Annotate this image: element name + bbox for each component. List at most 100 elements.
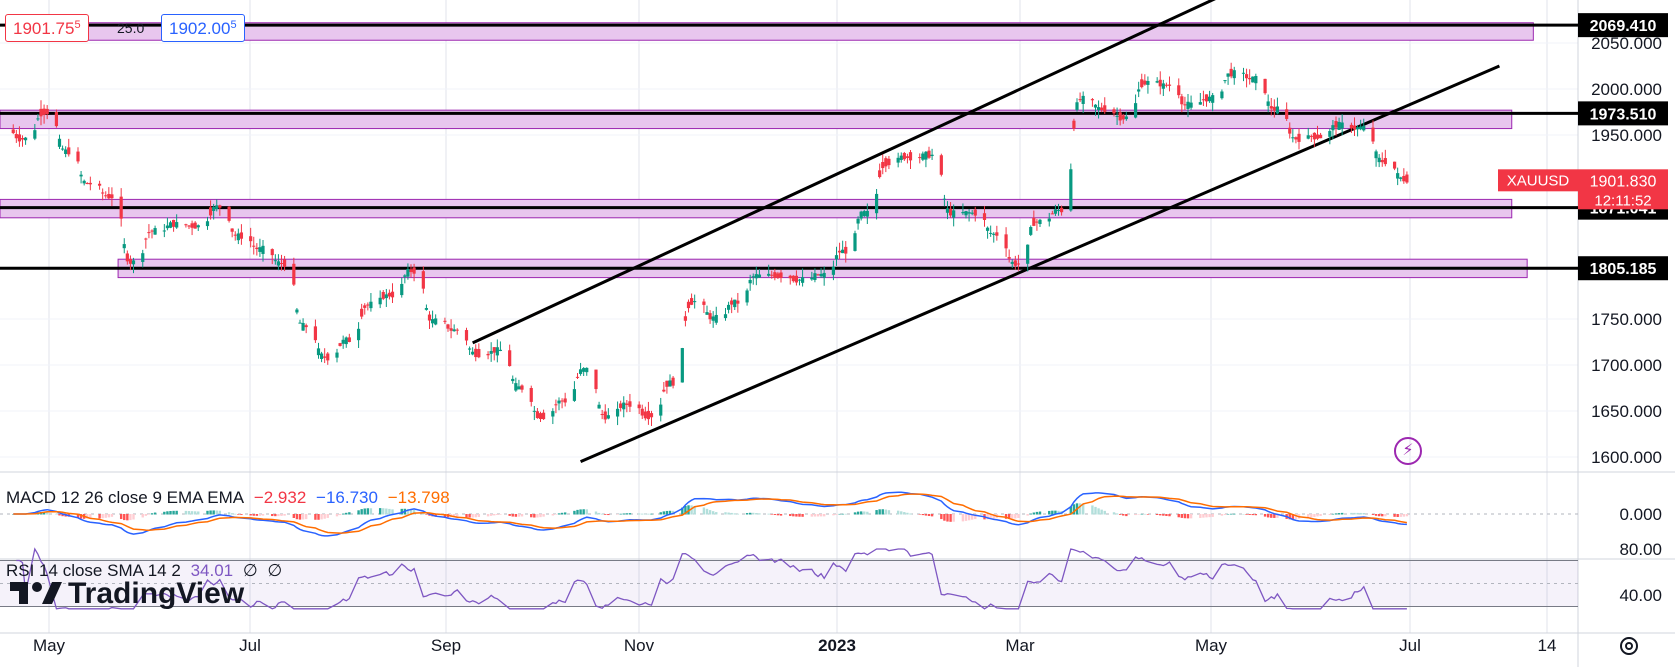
candle[interactable] (671, 376, 675, 389)
candle[interactable] (572, 381, 577, 402)
candle[interactable] (76, 147, 80, 164)
candle[interactable] (443, 317, 447, 325)
candle[interactable] (171, 219, 176, 232)
candle[interactable] (347, 333, 351, 343)
candle[interactable] (326, 352, 330, 365)
candle[interactable] (409, 264, 413, 278)
candle[interactable] (1396, 167, 1400, 186)
candle[interactable] (1096, 100, 1101, 119)
candle[interactable] (384, 288, 388, 307)
candle[interactable] (726, 301, 731, 314)
candle[interactable] (335, 348, 339, 363)
candle[interactable] (82, 179, 86, 186)
candle[interactable] (992, 232, 996, 243)
candle[interactable] (649, 410, 654, 426)
candle[interactable] (791, 275, 795, 283)
candle[interactable] (557, 397, 561, 411)
candle[interactable] (1146, 76, 1150, 94)
candle[interactable] (723, 308, 728, 321)
candle[interactable] (733, 299, 737, 311)
candle[interactable] (1374, 149, 1378, 167)
candle[interactable] (856, 216, 860, 230)
candle[interactable] (908, 150, 913, 170)
candle[interactable] (319, 351, 324, 363)
candle[interactable] (313, 319, 318, 343)
candle[interactable] (168, 220, 173, 229)
candle[interactable] (896, 152, 900, 168)
candle[interactable] (1229, 62, 1233, 79)
trendline-0[interactable] (472, 0, 1219, 345)
candle[interactable] (945, 201, 950, 220)
candle[interactable] (813, 268, 817, 283)
candle[interactable] (930, 148, 934, 160)
candle[interactable] (131, 257, 136, 274)
candle[interactable] (1093, 104, 1098, 116)
candle[interactable] (597, 401, 601, 409)
candle[interactable] (233, 231, 237, 241)
candle[interactable] (1038, 218, 1042, 227)
candle[interactable] (427, 311, 432, 330)
candle[interactable] (356, 322, 361, 348)
candle[interactable] (1392, 161, 1397, 171)
candle[interactable] (1201, 90, 1206, 106)
candle[interactable] (387, 289, 392, 300)
candle[interactable] (822, 266, 826, 286)
candle[interactable] (1251, 76, 1255, 83)
candle[interactable] (541, 409, 546, 421)
candle[interactable] (1124, 111, 1128, 121)
candle[interactable] (1405, 171, 1409, 184)
candle[interactable] (452, 324, 456, 332)
candle[interactable] (1112, 107, 1116, 117)
ask-price-box[interactable]: 1902.005 (161, 14, 245, 42)
candle[interactable] (1359, 119, 1363, 131)
candle[interactable] (57, 134, 62, 149)
candle[interactable] (970, 209, 974, 216)
candle[interactable] (1059, 205, 1064, 216)
candle[interactable] (252, 236, 256, 255)
candle[interactable] (551, 408, 555, 425)
candle[interactable] (637, 401, 641, 415)
candle[interactable] (344, 336, 348, 348)
candle[interactable] (948, 202, 953, 218)
candle[interactable] (686, 299, 691, 313)
candle[interactable] (1167, 76, 1172, 92)
candle[interactable] (754, 266, 758, 286)
candle[interactable] (585, 367, 589, 376)
candle[interactable] (144, 237, 148, 249)
candle[interactable] (230, 228, 234, 238)
candle[interactable] (693, 294, 697, 309)
candle[interactable] (736, 292, 740, 313)
candle[interactable] (1399, 176, 1403, 182)
candle[interactable] (767, 264, 771, 277)
bolt-icon[interactable]: ⚡ (1394, 437, 1422, 465)
candle[interactable] (779, 269, 783, 283)
candle[interactable] (730, 297, 734, 314)
rsi-legend[interactable]: RSI 14 close SMA 14 2 34.01 ∅ ∅ (6, 561, 287, 581)
candle[interactable] (1383, 149, 1387, 167)
candle[interactable] (964, 210, 968, 219)
candle[interactable] (1220, 89, 1224, 100)
candle[interactable] (967, 209, 971, 222)
candle[interactable] (14, 129, 18, 143)
candle[interactable] (33, 123, 37, 141)
candle[interactable] (622, 396, 626, 418)
candle[interactable] (193, 221, 197, 229)
candle[interactable] (467, 346, 472, 355)
candle[interactable] (341, 335, 345, 349)
bid-price-box[interactable]: 1901.755 (5, 14, 89, 42)
candle[interactable] (486, 351, 490, 360)
candle[interactable] (323, 348, 327, 364)
candle[interactable] (615, 401, 620, 426)
candle[interactable] (1029, 225, 1033, 237)
candle[interactable] (797, 278, 802, 286)
candle[interactable] (153, 225, 157, 235)
candle[interactable] (831, 260, 836, 281)
candle[interactable] (205, 216, 210, 230)
candle[interactable] (39, 100, 43, 126)
candle[interactable] (369, 292, 373, 312)
candle[interactable] (1103, 97, 1107, 114)
candle[interactable] (837, 242, 842, 260)
candle[interactable] (1032, 210, 1036, 227)
candle[interactable] (1075, 98, 1079, 112)
candle[interactable] (190, 220, 194, 236)
